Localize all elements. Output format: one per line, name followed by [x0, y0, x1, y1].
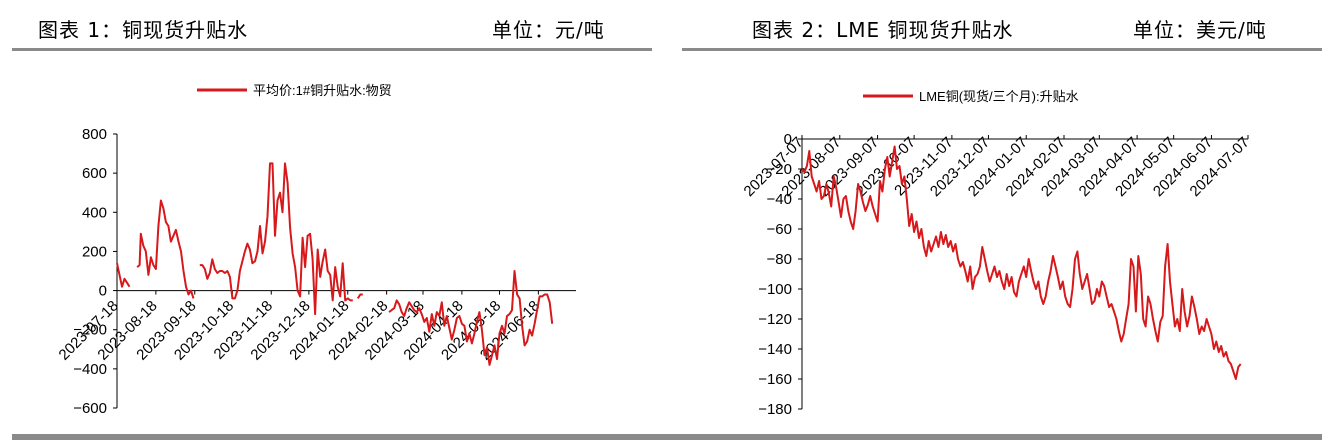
right-chart-y-tick-label: −20 [767, 161, 792, 178]
left-panel-header: 图表 1：铜现货升贴水 单位：元/吨 [0, 0, 667, 48]
left-chart-series-line [199, 162, 353, 316]
right-chart-y-tick-label: −180 [758, 401, 792, 418]
left-chart-y-tick-label: −200 [73, 322, 107, 339]
right-chart-y-tick-label: −80 [767, 251, 792, 268]
right-chart-y-tick-label: −140 [758, 341, 792, 358]
left-chart-legend-label: 平均价:1#铜升贴水:物贸 [253, 83, 392, 98]
left-chart-series-line [388, 270, 554, 366]
right-chart-legend: LME铜(现货/三个月):升贴水 [863, 89, 1079, 104]
right-chart-legend-label: LME铜(现货/三个月):升贴水 [919, 89, 1079, 104]
left-chart-y-tick-label: 0 [99, 283, 107, 300]
left-chart-y-tick-label: −400 [73, 361, 107, 378]
left-chart-y-tick-label: −600 [73, 400, 107, 417]
left-chart-y-tick-label: 600 [82, 165, 107, 182]
right-chart-title: 图表 2：LME 铜现货升贴水 [752, 18, 1014, 42]
left-chart-title: 图表 1：铜现货升贴水 [38, 18, 249, 42]
left-chart-unit: 单位：元/吨 [492, 18, 605, 42]
right-chart-y-tick-label: −120 [758, 311, 792, 328]
right-chart-y-tick-label: −60 [767, 221, 792, 238]
left-chart-series-line [136, 199, 195, 299]
left-header-rule [12, 48, 652, 51]
right-panel-header: 图表 2：LME 铜现货升贴水 单位：美元/吨 [667, 0, 1334, 48]
right-chart-y-tick-label: −160 [758, 371, 792, 388]
right-header-rule [682, 48, 1322, 51]
right-chart-y-tick-label: −100 [758, 281, 792, 298]
left-chart-y-tick-label: 200 [82, 243, 107, 260]
left-chart-y-tick-label: 400 [82, 204, 107, 221]
footer-rule [12, 434, 1322, 440]
right-chart-unit: 单位：美元/吨 [1133, 18, 1267, 42]
left-chart-legend: 平均价:1#铜升贴水:物贸 [197, 83, 392, 98]
left-chart-series-line [356, 293, 363, 299]
left-line-chart: 平均价:1#铜升贴水:物贸−600−400−200020040060080020… [56, 83, 576, 417]
left-chart-series-line [116, 262, 131, 288]
right-chart-series-line [801, 145, 1242, 380]
right-line-chart: LME铜(现货/三个月):升贴水 0 −20 −40 −60 −80 −100 −120 −14… [741, 89, 1253, 418]
right-chart-y-tick-label: −40 [767, 191, 792, 208]
right-chart-y-tick-label: 0 [784, 131, 792, 148]
left-chart-y-tick-label: 800 [82, 126, 107, 143]
